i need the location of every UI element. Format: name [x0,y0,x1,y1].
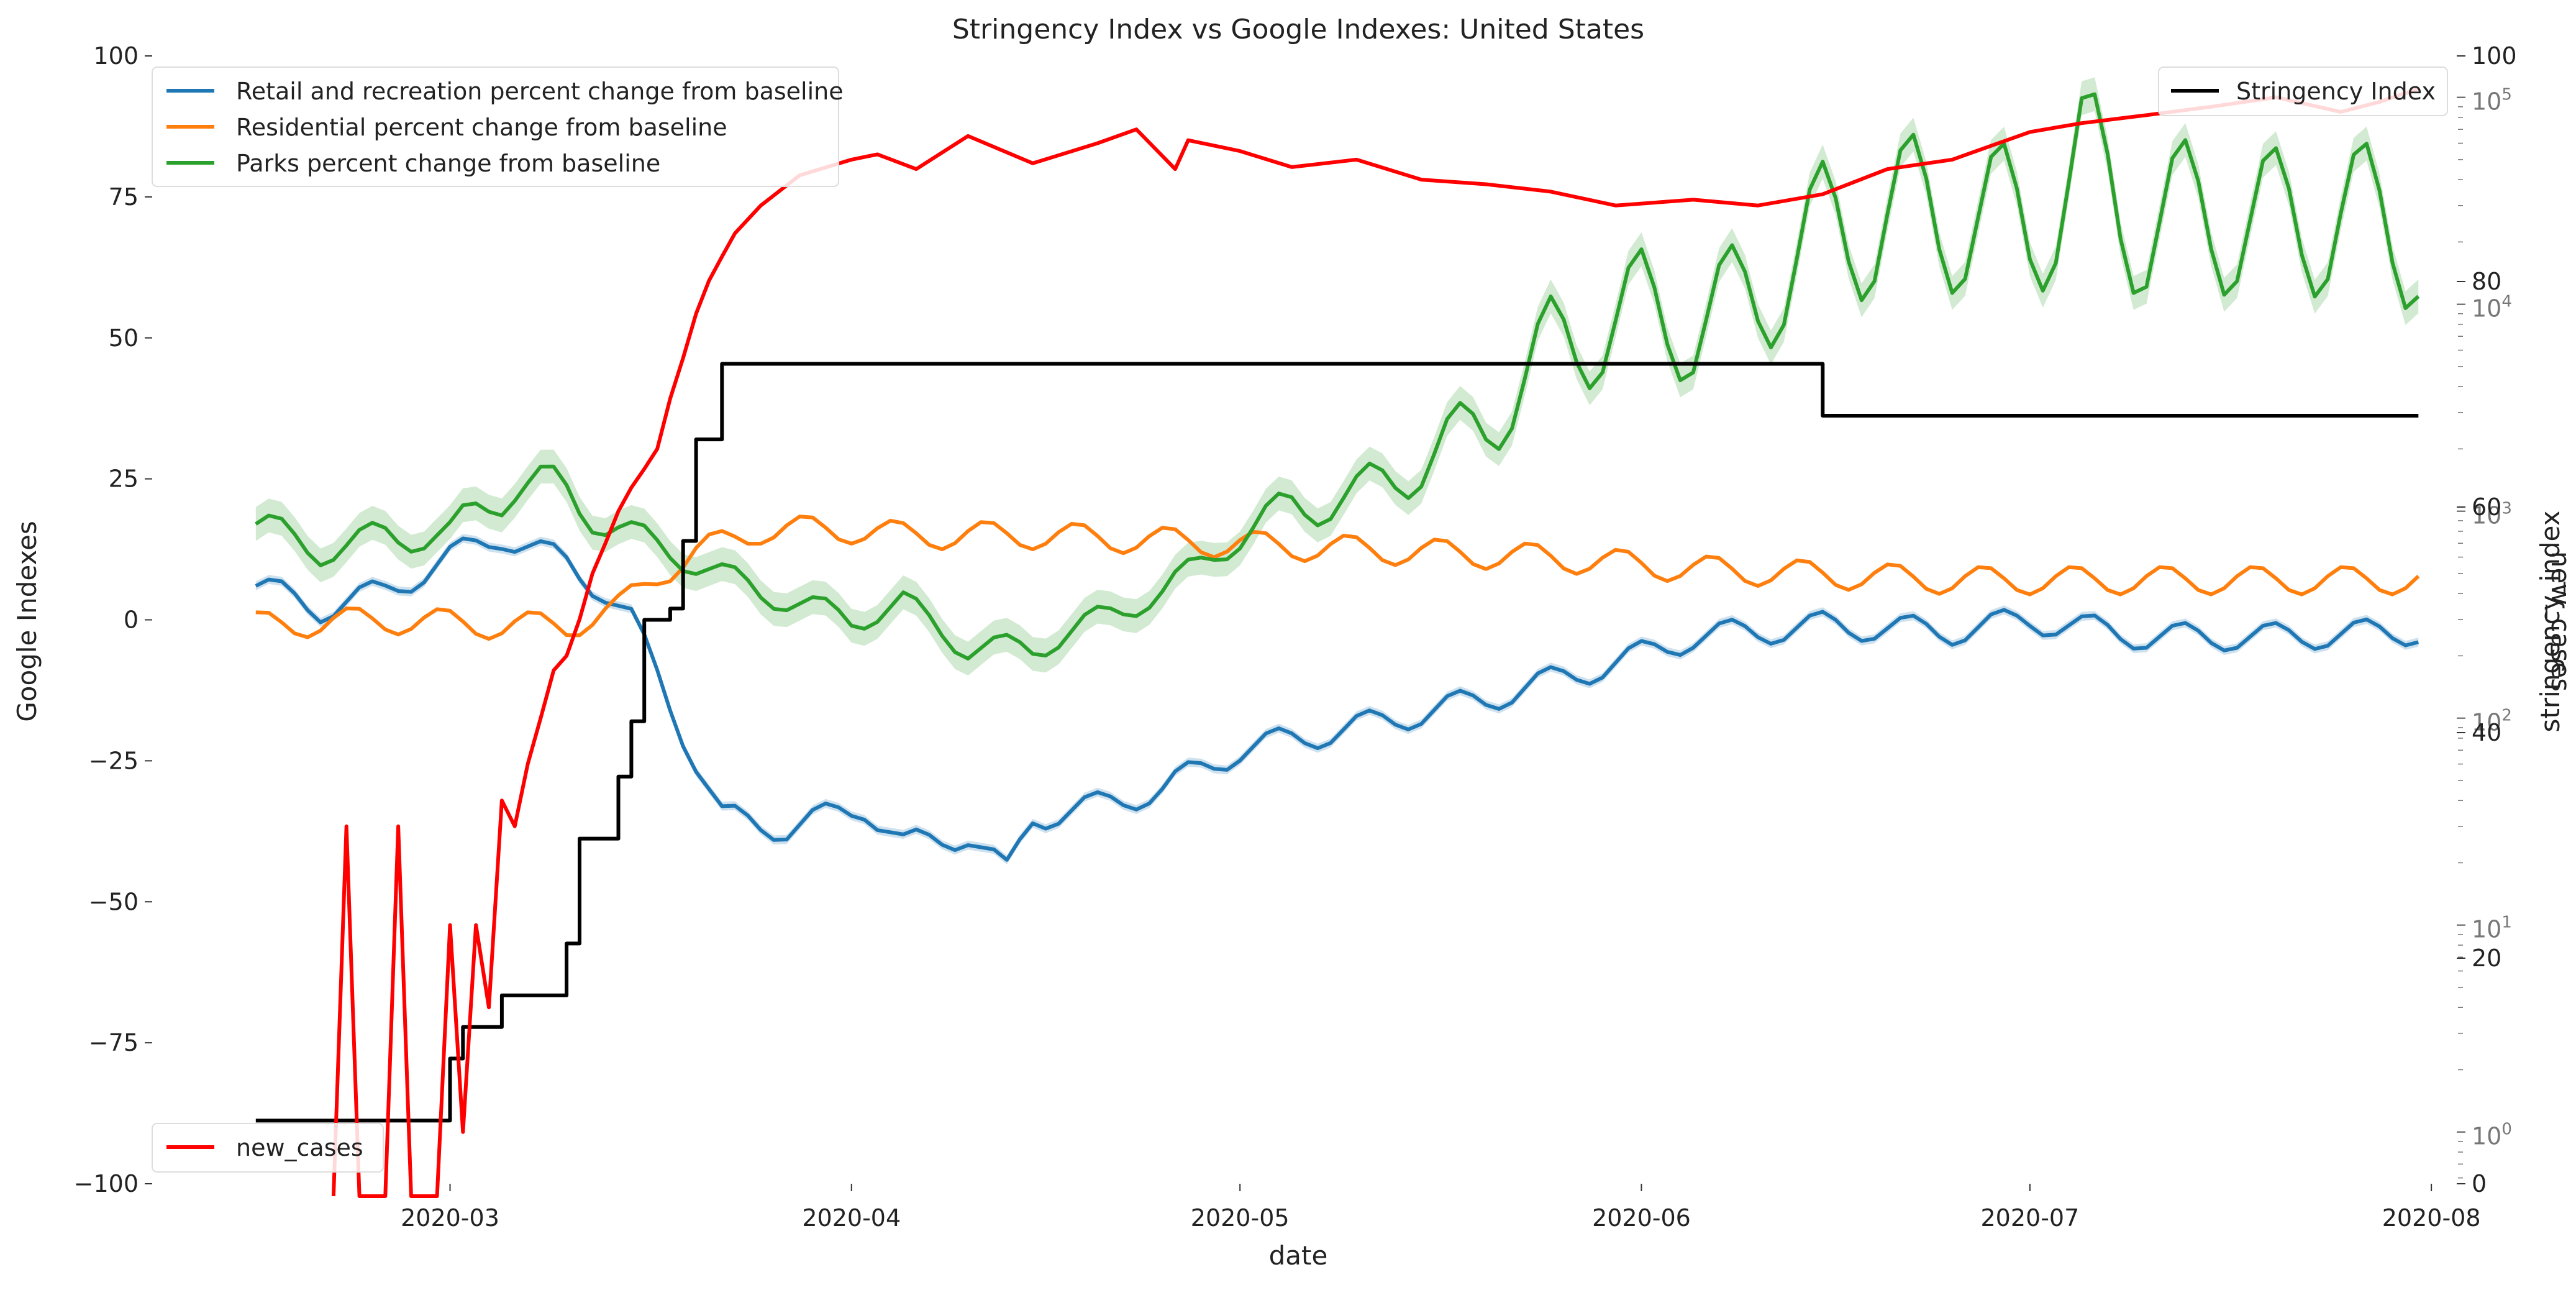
left-y-tick-label: 75 [109,183,139,211]
stringency-tick-label: 0 [2472,1170,2487,1197]
x-tick-label: 2020-05 [1191,1204,1290,1232]
left-y-tick-label: 25 [109,465,139,493]
x-tick-label: 2020-07 [1980,1204,2079,1232]
right-y-axis-label-new-cases: new_cases [2546,551,2576,692]
x-tick-label: 2020-08 [2382,1204,2481,1232]
retail-series-line [255,536,2419,862]
stringency-tick-label: 40 [2472,719,2501,746]
left-y-tick-label: 100 [93,42,139,70]
parks-series-line [255,92,2420,661]
legend-new-cases: new_cases [152,1123,384,1173]
left-y-tick-label: −50 [89,888,139,915]
stringency-tick-label: 60 [2472,493,2501,521]
left-y-tick-label: 0 [124,606,139,634]
legend-retail-label: Retail and recreation percent change fro… [236,78,844,105]
left-y-tick-label: −75 [89,1029,139,1056]
right-y-axis-stringency: 100 80 60 40 20 0 [2457,42,2517,1197]
left-y-tick-label: −100 [74,1170,139,1197]
legend-google-indexes: Retail and recreation percent change fro… [152,66,844,187]
stringency-tick-label: 100 [2472,42,2517,70]
legend-residential-label: Residential percent change from baseline [236,114,727,141]
left-y-axis-label: Google Indexes [12,521,42,722]
x-tick-label: 2020-04 [802,1204,901,1232]
legend-stringency: Stringency Index [2158,66,2448,116]
plot-area [255,77,2420,1198]
legend-new-cases-label: new_cases [236,1134,363,1161]
x-tick-label: 2020-03 [401,1204,499,1232]
legend-parks-label: Parks percent change from baseline [236,150,660,177]
new-cases-series-line [331,86,2419,1198]
left-y-axis: 100 75 50 25 0 −25 −50 −75 −100 [74,42,152,1197]
stringency-tick-label: 80 [2472,268,2501,295]
right-y-axis-label-stringency: stringency_index [2535,511,2565,733]
residential-series-line [255,515,2420,641]
legend-stringency-label: Stringency Index [2236,78,2436,105]
x-axis: 2020-03 2020-04 2020-05 2020-06 2020-07 2020-… [401,1184,2481,1232]
left-y-tick-label: −25 [89,747,139,774]
left-y-tick-label: 50 [109,324,139,352]
legend-google-frame [152,66,839,187]
legend-stringency-frame [2158,66,2448,116]
chart-title: Stringency Index vs Google Indexes: Unit… [952,14,1644,45]
x-axis-label: date [1269,1240,1328,1271]
x-tick-label: 2020-06 [1592,1204,1691,1232]
legend-new-cases-frame [152,1123,384,1173]
stringency-series-line [255,362,2419,1123]
stringency-tick-label: 20 [2472,945,2501,972]
